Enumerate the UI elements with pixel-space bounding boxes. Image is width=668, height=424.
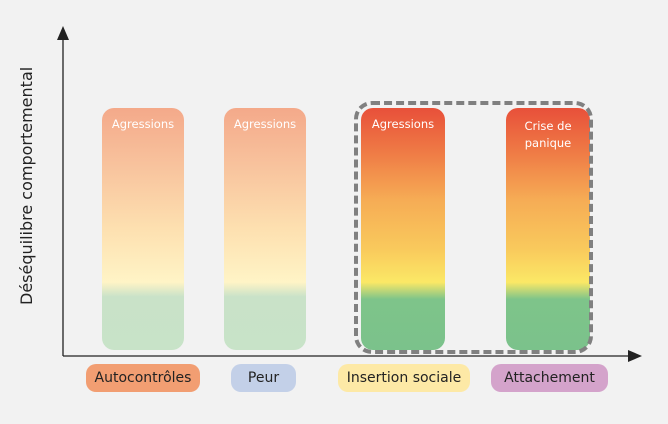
category-autocontroles: Autocontrôles — [86, 364, 200, 392]
y-axis-label: Déséquilibre comportemental — [17, 66, 36, 305]
x-axis-arrow-icon — [628, 350, 642, 362]
bar-autocontroles: Agressions — [102, 108, 184, 350]
bar-label: Agressions — [233, 117, 297, 131]
category-insertion-sociale: Insertion sociale — [338, 364, 470, 392]
bar-attachement: Crise de panique — [506, 108, 590, 350]
y-axis-arrow-icon — [57, 26, 69, 40]
bar-peur: Agressions — [224, 108, 306, 350]
highlight-box — [354, 101, 593, 354]
category-attachement: Attachement — [491, 364, 608, 392]
bar-insertion-sociale: Agressions — [361, 108, 445, 350]
bar-label: Crise de panique — [524, 119, 572, 150]
bar-label: Agressions — [371, 117, 435, 131]
bar-label: Agressions — [111, 117, 175, 131]
category-peur: Peur — [231, 364, 296, 392]
